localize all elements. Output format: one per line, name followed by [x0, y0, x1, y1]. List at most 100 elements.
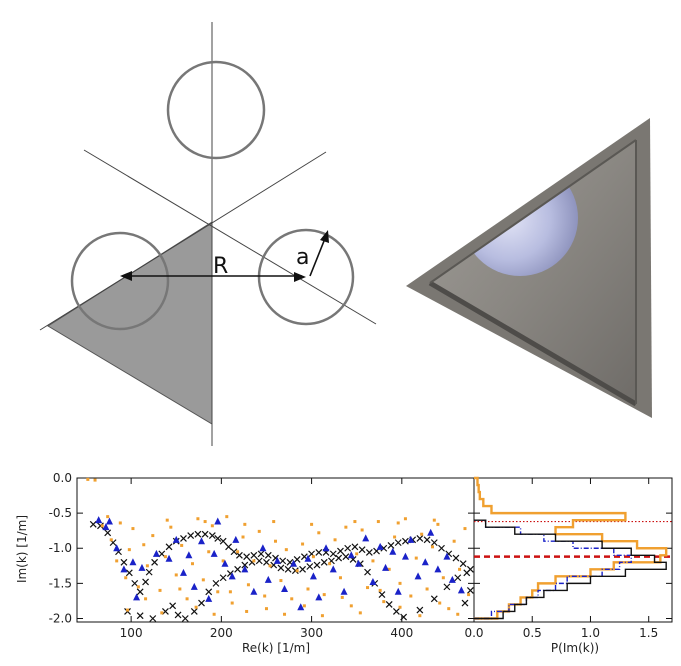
- scatter-dot-point: [430, 545, 434, 549]
- scatter-dot-point: [207, 550, 211, 554]
- scatter-dot-point: [320, 614, 324, 618]
- scatter-cross-point: [461, 599, 469, 607]
- scatter-dot-point: [174, 573, 178, 577]
- cross-stroke: [365, 549, 373, 556]
- scatter-ticks: 100 200 300 400 0.0 -0.5 -1.0 -1.5 -2.0: [49, 471, 474, 640]
- scatter-dot-point: [241, 535, 245, 539]
- scatter-dot-point: [274, 539, 277, 543]
- scatter-cross-point: [365, 549, 373, 556]
- scatter-dot-point: [283, 612, 287, 616]
- right-circle: [257, 228, 355, 326]
- cross-stroke: [400, 613, 408, 621]
- scatter-dot-point: [106, 515, 110, 519]
- scatter-triangle-point: [382, 563, 390, 571]
- scatter-triangle-point: [214, 517, 222, 525]
- scatter-ylabel: Im(k) [1/m]: [15, 515, 29, 583]
- scatter-cross-point: [430, 595, 438, 603]
- label-a: a: [296, 245, 309, 270]
- cross-stroke: [187, 532, 195, 540]
- scatter-cross-point: [463, 569, 471, 577]
- scatter-dot-point: [212, 612, 216, 616]
- scatter-dot-point: [165, 518, 169, 522]
- histogram-xtick-label: 1.0: [581, 626, 600, 640]
- scatter-dot-point: [210, 524, 214, 528]
- scatter-dot-point: [115, 559, 119, 563]
- cross-stroke: [342, 553, 350, 561]
- scatter-cross-point: [423, 536, 431, 544]
- scatter-triangle-point: [264, 575, 272, 583]
- scatter-cross-point: [255, 557, 263, 565]
- cross-stroke: [459, 560, 467, 568]
- scatter-dot-point: [185, 597, 189, 601]
- scatter-triangle-point: [102, 523, 110, 531]
- scatter-dot-point: [290, 597, 294, 601]
- scatter-dot-point: [169, 525, 173, 529]
- scatter-cross-point: [230, 548, 238, 556]
- scatter-cross-point: [145, 568, 153, 576]
- scatter-triangle-point: [198, 537, 206, 545]
- scatter-dot-point: [355, 552, 359, 556]
- scatter-dot-point: [109, 538, 113, 542]
- scatter-triangle-point: [228, 572, 236, 580]
- cross-stroke: [104, 529, 112, 537]
- scatter-dot-point: [118, 521, 122, 525]
- cross-stroke: [180, 534, 187, 542]
- scatter-cross-point: [225, 543, 233, 551]
- cross-stroke: [219, 574, 227, 582]
- cross-stroke: [226, 570, 234, 577]
- scatter-dot-point: [409, 594, 413, 598]
- histogram-step-series: [474, 519, 667, 620]
- scatter-cross-point: [416, 606, 424, 614]
- histogram-marks: [474, 476, 672, 620]
- cross-stroke: [308, 550, 316, 558]
- scatter-cross-point: [234, 565, 242, 573]
- scatter-cross-point: [454, 574, 462, 582]
- scatter-dot-point: [393, 535, 397, 539]
- scatter-dot-point: [151, 534, 155, 538]
- scatter-cross-point: [212, 579, 220, 587]
- scatter-cross-point: [214, 534, 222, 542]
- cross-stroke: [241, 561, 249, 569]
- scatter-cross-point: [459, 560, 467, 568]
- scatter-dot-point: [396, 521, 400, 525]
- scatter-ytick-label: -0.5: [49, 506, 72, 520]
- scatter-cross-point: [378, 591, 386, 599]
- scatter-cross-point: [219, 537, 227, 545]
- cross-stroke: [349, 556, 357, 563]
- scatter-triangle-point: [347, 551, 355, 559]
- scatter-dot-point: [344, 525, 348, 529]
- cross-stroke: [151, 558, 159, 566]
- scatter-dot-point: [358, 611, 362, 615]
- scatter-dot-point: [456, 612, 460, 616]
- cross-stroke: [257, 550, 265, 558]
- scatter-triangle-point: [138, 563, 146, 571]
- scatter-triangle-point: [152, 549, 160, 557]
- scatter-dot-point: [246, 583, 250, 587]
- cross-stroke: [214, 534, 222, 542]
- scatter-triangle-point: [179, 568, 187, 576]
- scatter-cross-point: [181, 615, 189, 622]
- scatter-triangle-point: [190, 582, 198, 590]
- scatter-triangle-point: [309, 572, 317, 580]
- cross-stroke: [293, 556, 301, 563]
- scatter-cross-point: [335, 554, 343, 562]
- scatter-cross-point: [131, 579, 139, 587]
- scatter-triangle-point: [210, 549, 218, 557]
- scatter-triangle-point: [273, 556, 281, 564]
- scatter-dot-point: [221, 559, 225, 563]
- histogram-xtick-label: 0.0: [464, 626, 483, 640]
- cross-stroke: [284, 565, 292, 573]
- scatter-dot-point: [414, 556, 418, 560]
- histogram-xtick-label: 0.5: [523, 626, 542, 640]
- cross-stroke: [161, 608, 169, 615]
- cross-stroke: [364, 568, 371, 576]
- scatter-cross-point: [342, 553, 350, 561]
- cross-stroke: [392, 608, 400, 615]
- cross-stroke: [279, 557, 287, 565]
- scatter-cross-point: [344, 544, 352, 552]
- cross-stroke: [463, 569, 471, 577]
- scatter-dot-point: [190, 562, 194, 566]
- scatter-dot-point: [264, 607, 268, 611]
- scatter-cross-point: [337, 547, 344, 555]
- cross-stroke: [205, 588, 213, 596]
